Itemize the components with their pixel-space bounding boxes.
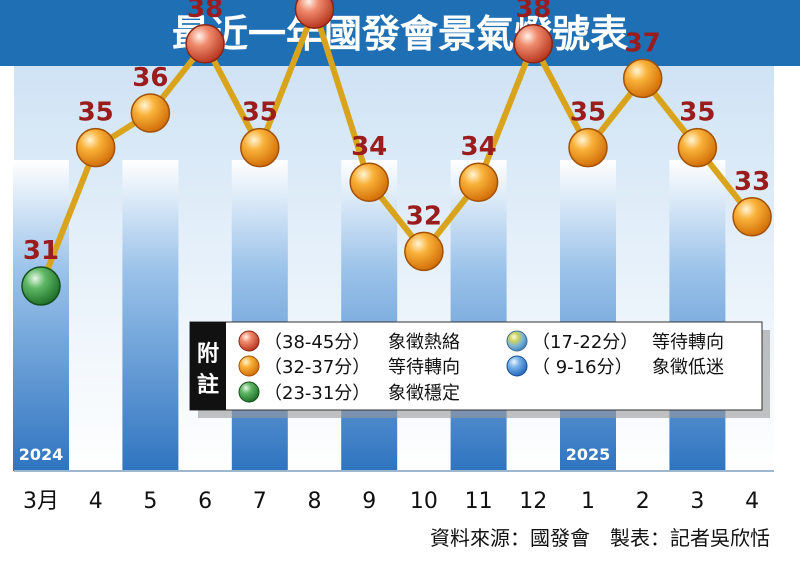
legend-title-block [190, 322, 226, 410]
value-label-9: 38 [515, 0, 551, 24]
data-point-13 [732, 197, 772, 237]
year-labels: 2024 2025 [19, 445, 611, 464]
month-bars [13, 160, 726, 471]
legend-range-blue: （ 9-16分） [532, 357, 633, 378]
x-tick-label-4: 7 [253, 489, 267, 514]
month-bar-6 [341, 160, 398, 471]
value-label-6: 34 [351, 132, 387, 162]
legend-range-red: （38-45分） [264, 332, 370, 353]
legend-green-light-icon [238, 381, 260, 403]
legend-desc-green: 象徵穩定 [388, 383, 460, 404]
legend-title-char-1: 附 [197, 341, 219, 367]
x-tick-label-12: 3 [690, 489, 704, 514]
legend-range-green: （23-31分） [264, 383, 370, 404]
month-bar-10 [560, 160, 616, 471]
legend-yellow-red-light-icon [238, 355, 260, 377]
data-point-7 [404, 231, 444, 272]
data-point-8 [458, 162, 499, 202]
x-tick-label-11: 2 [636, 489, 650, 514]
x-tick-label-6: 9 [362, 489, 376, 514]
legend: 附 註 （38-45分） 象徵熱絡 （32-37分） 等待轉向 （23-31分）… [189, 321, 770, 418]
legend-box [189, 321, 763, 411]
x-tick-label-5: 8 [308, 489, 322, 514]
legend-desc-yellow-red: 等待轉向 [388, 357, 460, 378]
month-bar-4 [231, 160, 288, 471]
data-point-12 [677, 127, 718, 168]
x-tick-labels: 3月 4 5 6 7 8 9 10 11 12 1 2 3 4 [23, 489, 759, 514]
x-tick-label-7: 10 [410, 489, 438, 514]
legend-blue-light-icon [506, 355, 528, 377]
value-label-12: 35 [679, 98, 715, 128]
data-point-6 [349, 162, 389, 202]
data-point-5 [294, 0, 335, 29]
x-tick-label-2: 5 [143, 489, 157, 514]
legend-desc-red: 象徵熱絡 [388, 332, 460, 353]
value-label-13: 33 [734, 167, 770, 197]
year-label-0: 2024 [19, 445, 64, 464]
x-tick-label-10: 1 [581, 489, 595, 514]
month-bar-0 [13, 160, 69, 471]
value-label-2: 36 [132, 63, 168, 93]
month-bar-12 [669, 160, 726, 471]
year-label-1: 2025 [566, 445, 611, 464]
legend-title-char-2: 註 [197, 372, 219, 398]
value-label-4: 35 [242, 98, 278, 128]
data-point-2 [130, 93, 171, 133]
title-banner [0, 0, 800, 66]
data-point-10 [568, 127, 608, 168]
value-label-10: 35 [570, 98, 606, 128]
data-point-11 [622, 58, 663, 99]
data-point-9 [513, 24, 554, 64]
data-point-1 [75, 127, 116, 168]
month-bar-2 [122, 160, 179, 471]
value-label-7: 32 [406, 201, 442, 231]
source-credit: 資料來源：國發會 製表：記者吳欣恬 [430, 526, 770, 550]
value-label-8: 34 [461, 132, 497, 162]
legend-red-light-icon [238, 330, 260, 352]
month-bar-8 [450, 160, 507, 471]
value-label-0: 31 [23, 236, 59, 266]
legend-desc-blue: 象徵低迷 [652, 357, 724, 378]
data-point-4 [240, 127, 280, 168]
x-tick-label-1: 4 [89, 489, 103, 514]
value-label-11: 37 [625, 28, 661, 58]
data-points [21, 0, 772, 306]
x-tick-label-9: 12 [519, 489, 547, 514]
data-point-3 [185, 24, 225, 64]
value-label-3: 38 [187, 0, 223, 24]
x-tick-label-8: 11 [465, 489, 493, 514]
legend-range-yellow-blue: （17-22分） [532, 332, 638, 353]
x-tick-label-3: 6 [198, 489, 212, 514]
legend-yellow-blue-light-icon [506, 330, 528, 352]
data-point-0 [21, 266, 61, 306]
legend-desc-yellow-blue: 等待轉向 [652, 332, 724, 353]
legend-range-yellow-red: （32-37分） [264, 357, 370, 378]
x-tick-label-0: 3月 [23, 489, 59, 514]
value-labels: 3135363835393432343835373533 [23, 0, 770, 266]
x-tick-label-13: 4 [745, 489, 759, 514]
value-label-1: 35 [78, 98, 114, 128]
chart-title: 最近一年國發會景氣燈號表 [172, 12, 628, 56]
